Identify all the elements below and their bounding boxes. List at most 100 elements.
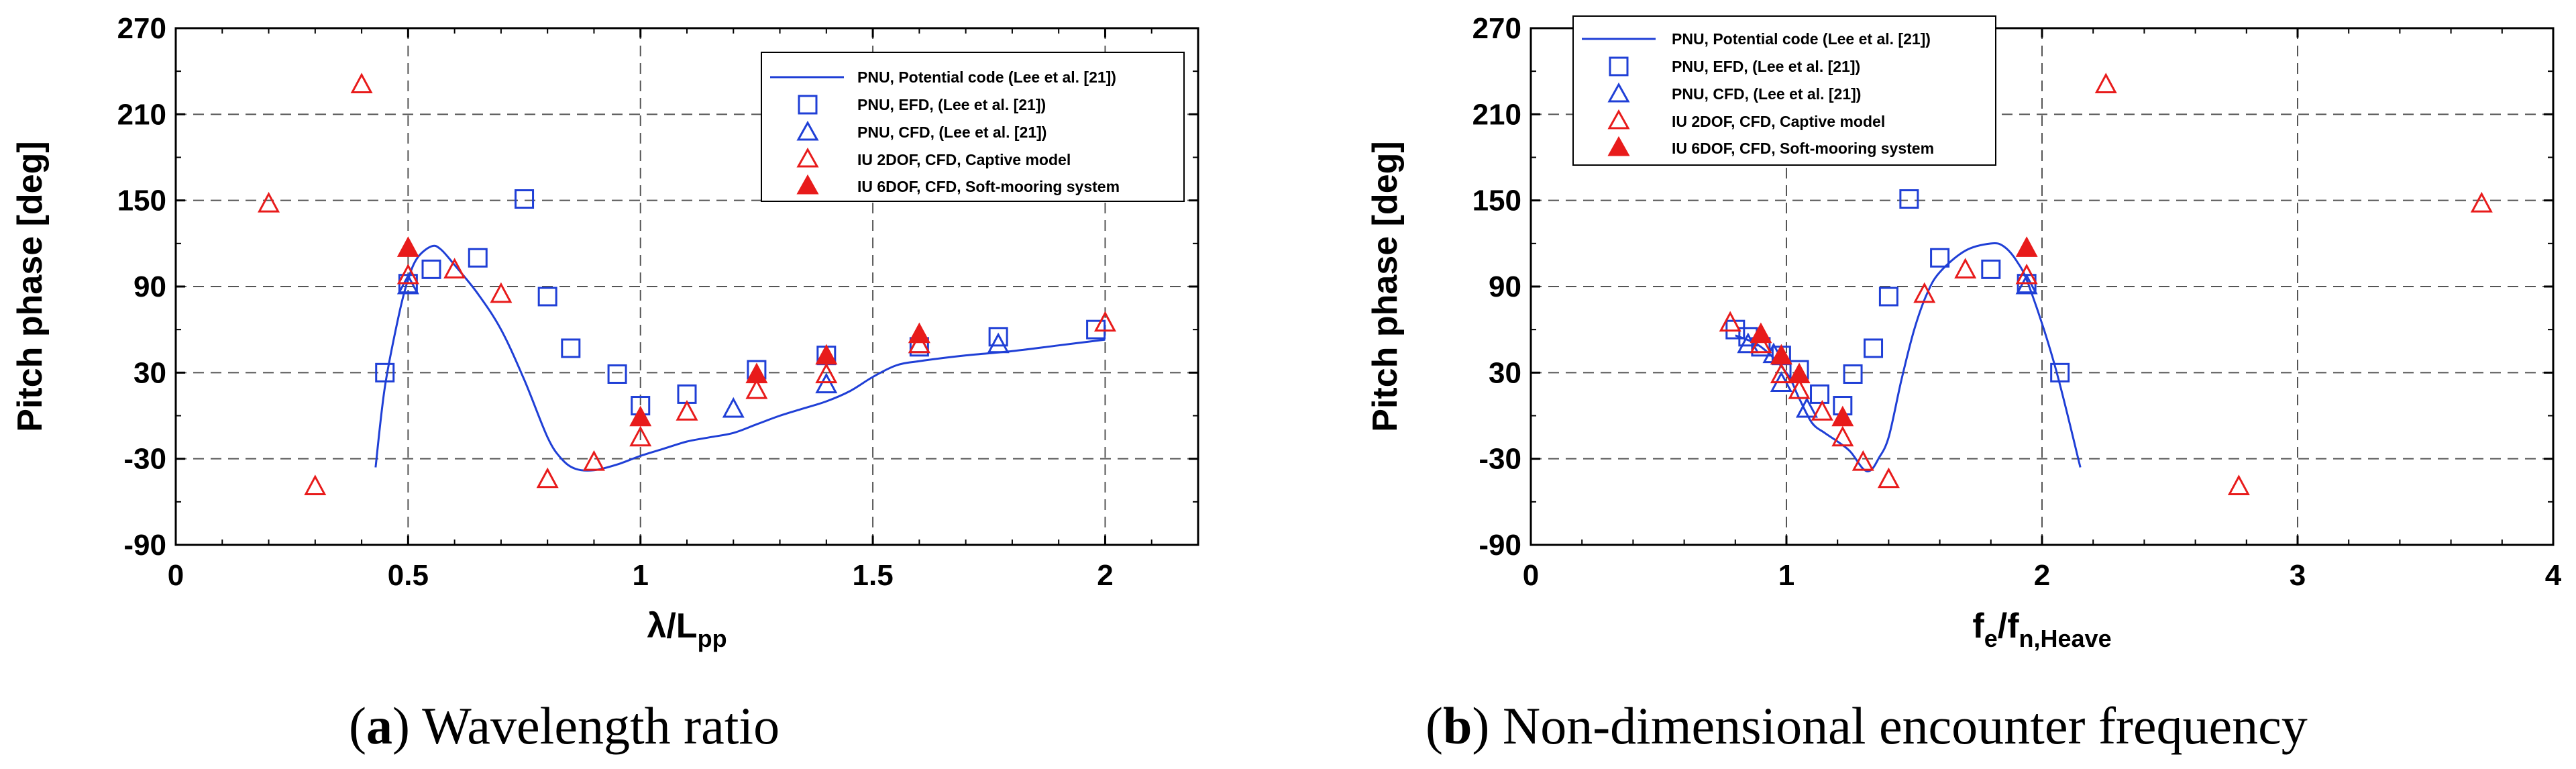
legend-a-label-iu2dof: IU 2DOF, CFD, Captive model [857, 151, 1071, 168]
chart-a-ytick-label-6: 270 [117, 12, 166, 45]
chart-a-series-4-point-0 [396, 236, 419, 257]
legend-b-label-efd: PNU, EFD, (Lee et al. [21]) [1672, 58, 1860, 75]
legend-a-swatch-iu6dof [796, 174, 819, 195]
chart-a-series-3-point-4 [443, 258, 466, 278]
chart-a-ytick-label-2: 30 [133, 356, 166, 389]
chart-b-ytick-label-0: -90 [1479, 529, 1521, 562]
chart-b-series-3-point-4 [1811, 400, 1833, 421]
chart-b-series-4-point-2 [1788, 362, 1811, 384]
chart-b-series-1-point-8 [1864, 338, 1884, 358]
chart-b-series-1-point-7 [1843, 364, 1863, 384]
chart-b-series-1-point-14 [2050, 362, 2070, 382]
chart-a-series-3-point-9 [676, 400, 698, 421]
chart-b-series-4-point-3 [1831, 405, 1854, 427]
chart-a-series-3-point-0 [258, 191, 280, 213]
legend-b-swatch-efd [1609, 56, 1629, 76]
chart-b-series-1-point-9 [1878, 287, 1898, 307]
chart-a-series-2-point-0 [396, 273, 419, 295]
chart-b-xtick-label-1: 1 [1778, 559, 1794, 592]
chart-a-grid [176, 28, 1198, 545]
legend-a-label-potential: PNU, Potential code (Lee et al. [21]) [857, 68, 1116, 86]
chart-b-ticks: -90 -30 30 90 150 210 270 0 1 2 3 4 [1472, 12, 2562, 592]
chart-a-series-2-point-4 [987, 332, 1010, 354]
chart-a-xtick-label-0: 0 [168, 559, 184, 592]
chart-b-xtick-label-4: 4 [2545, 559, 2562, 592]
legend-b-label-pnu-cfd: PNU, CFD, (Lee et al. [21]) [1672, 85, 1861, 103]
chart-b-series-2-point-0 [1737, 332, 1760, 354]
chart-a-ytick-label-0: -90 [123, 529, 166, 562]
chart-a-series-3-point-1 [304, 474, 327, 495]
legend-b-label-iu2dof: IU 2DOF, CFD, Captive model [1672, 113, 1885, 130]
chart-b-legend-box [1572, 15, 1996, 166]
legend-a-swatch-efd [798, 95, 818, 115]
chart-a-series-4-point-3 [815, 344, 838, 365]
chart-a-series-4-point-1 [629, 405, 652, 427]
chart-b-series-4-point-1 [1770, 344, 1792, 365]
chart-a-ylabel: Pitch phase [deg] [11, 141, 50, 431]
caption-a: (a) Wavelength ratio [349, 697, 780, 755]
chart-a-series-1-point-7 [607, 364, 627, 384]
chart-a-series-3-point-10 [745, 378, 768, 399]
chart-a-xlabel: λ/Lpp [647, 607, 727, 652]
chart-b-series-3-point-3 [1788, 378, 1811, 399]
chart-a-ytick-label-1: -30 [123, 443, 166, 476]
chart-b-series-1-point-11 [1930, 248, 1950, 268]
chart-b-series-2-point-3 [1795, 397, 1818, 418]
chart-a-series-3-point-12 [908, 332, 930, 354]
legend-a-swatch-pnu-cfd [796, 120, 819, 141]
chart-a-series-3-point-7 [582, 450, 605, 471]
legend-b-label-potential: PNU, Potential code (Lee et al. [21]) [1672, 30, 1931, 48]
legend-b-label-iu6dof: IU 6DOF, CFD, Soft-mooring system [1672, 140, 1934, 157]
caption-b: (b) Non-dimensional encounter frequency [1426, 697, 2308, 755]
chart-b-ytick-label-4: 150 [1472, 185, 1521, 217]
chart-b-legend: PNU, Potential code (Lee et al. [21]) PN… [1572, 15, 1996, 166]
chart-b-series-3-point-10 [2015, 263, 2038, 285]
chart-a-series-1-point-0 [375, 362, 395, 382]
chart-a-series-1-point-6 [561, 338, 581, 358]
legend-a-label-iu6dof: IU 6DOF, CFD, Soft-mooring system [857, 178, 1120, 195]
chart-a-series-1-point-4 [515, 189, 535, 209]
chart-b-series-1-point-12 [1981, 259, 2001, 279]
chart-a-xtick-label-3: 1.5 [853, 559, 894, 592]
chart-b-series-3-point-1 [1750, 332, 1772, 354]
chart-b-ytick-label-1: -30 [1479, 443, 1521, 476]
chart-b-series-3-point-6 [1851, 450, 1874, 471]
chart-a-series [258, 72, 1116, 495]
chart-b-series-1-point-5 [1810, 384, 1830, 404]
chart-a-ytick-label-4: 150 [117, 185, 166, 217]
chart-b-series-3-point-9 [1954, 258, 1977, 278]
chart-a-series-0-line [374, 244, 1106, 472]
chart-a-series-3-point-13 [1093, 311, 1116, 332]
chart-b-series-3-point-13 [2470, 191, 2493, 213]
chart-b-series-4-point-4 [2015, 236, 2038, 257]
chart-b-series-3-point-7 [1877, 467, 1900, 489]
chart-b-series-4-point-0 [1750, 322, 1772, 344]
chart-b-xlabel: fe/fn,Heave [1972, 607, 2111, 652]
chart-b-series-0-line [1735, 242, 2082, 472]
chart-b-series [1719, 72, 2493, 495]
chart-a-ytick-label-5: 210 [117, 98, 166, 131]
chart-a-xtick-label-1: 0.5 [388, 559, 429, 592]
chart-b-series-3-point-12 [2227, 474, 2250, 495]
chart-a-series-3-point-3 [396, 263, 419, 285]
chart-a-series-1-point-5 [537, 287, 557, 307]
legend-b-swatch-iu6dof [1607, 136, 1630, 156]
chart-a-series-4-point-4 [908, 322, 930, 344]
chart-a-series-1-point-2 [421, 259, 441, 279]
chart-a-xtick-label-2: 1 [632, 559, 648, 592]
chart-a-series-2-point-1 [722, 397, 745, 418]
chart-b-series-3-point-2 [1770, 362, 1792, 384]
panel-b: -90 -30 30 90 150 210 270 0 1 2 3 4 Pitch phase [de… [1366, 12, 2562, 755]
chart-a-ticks: -90 -30 30 90 150 210 270 0 0.5 1 1.5 2 [117, 12, 1198, 592]
chart-b-xtick-label-0: 0 [1523, 559, 1539, 592]
chart-a-series-1-point-13 [988, 327, 1008, 347]
chart-a-ytick-label-3: 90 [133, 270, 166, 303]
chart-b-xtick-label-3: 3 [2290, 559, 2306, 592]
chart-a-series-4-point-2 [745, 362, 768, 384]
chart-b-ytick-label-3: 90 [1489, 270, 1521, 303]
chart-a-series-3-point-11 [815, 362, 838, 384]
chart-b-series-3-point-5 [1831, 425, 1854, 447]
chart-b-series-2-point-4 [2015, 273, 2038, 295]
chart-a-legend: PNU, Potential code (Lee et al. [21]) PN… [761, 52, 1185, 202]
